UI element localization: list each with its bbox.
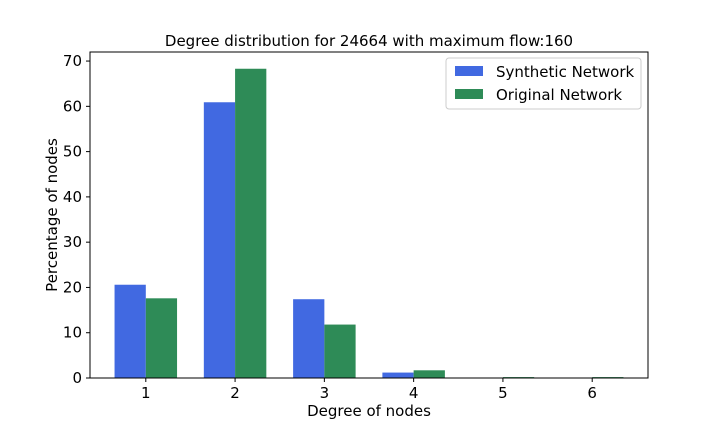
legend-swatch-original (455, 89, 483, 99)
bars-layer (114, 68, 624, 378)
x-axis: 1 2 3 4 5 6 (141, 378, 597, 402)
x-tick-label: 3 (320, 384, 330, 402)
y-tick-label: 10 (63, 324, 82, 342)
bar-original-2 (235, 68, 267, 378)
legend: Synthetic Network Original Network (445, 57, 642, 110)
y-tick-label: 70 (63, 52, 82, 70)
legend-box (445, 57, 642, 110)
chart-title: Degree distribution for 24664 with maxim… (165, 32, 573, 50)
y-axis-label: Percentage of nodes (43, 138, 61, 292)
x-tick-label: 1 (141, 384, 151, 402)
bar-original-3 (324, 324, 356, 378)
bar-original-1 (145, 298, 178, 378)
plot-frame (89, 51, 649, 379)
y-tick-label: 0 (72, 369, 82, 387)
bar-original-4 (413, 370, 445, 378)
bar-synthetic-1 (114, 284, 146, 378)
x-tick-label: 5 (498, 384, 508, 402)
legend-label-synthetic: Synthetic Network (496, 63, 635, 81)
x-tick-label: 2 (230, 384, 240, 402)
y-tick-label: 30 (63, 233, 82, 251)
bar-synthetic-4 (382, 372, 414, 378)
y-tick-label: 40 (63, 188, 82, 206)
y-tick-label: 20 (63, 278, 82, 296)
y-tick-label: 50 (63, 143, 82, 161)
legend-label-original: Original Network (496, 86, 622, 104)
y-axis: 0 10 20 30 40 50 60 70 (63, 52, 90, 387)
x-tick-label: 4 (409, 384, 419, 402)
x-tick-label: 6 (587, 384, 597, 402)
bar-synthetic-2 (203, 102, 236, 378)
y-tick-label: 60 (63, 97, 82, 115)
x-axis-label: Degree of nodes (307, 402, 431, 420)
legend-swatch-synthetic (455, 66, 483, 76)
bar-synthetic-3 (293, 299, 325, 378)
